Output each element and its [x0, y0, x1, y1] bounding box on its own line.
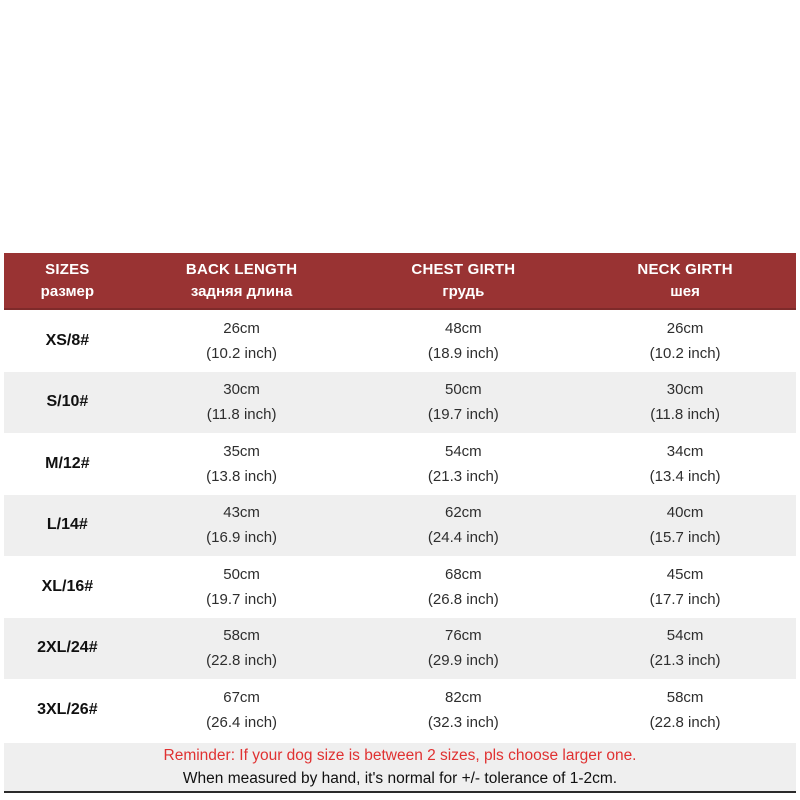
neck-girth-inch: (15.7 inch)	[649, 529, 721, 547]
column-header-sizes-ru: размер	[40, 283, 95, 300]
table-row: M/12# 35cm (13.8 inch) 54cm (21.3 inch) …	[4, 433, 796, 495]
cell-back-length: 67cm (26.4 inch)	[131, 685, 353, 735]
cell-size: 2XL/24#	[37, 639, 98, 657]
neck-girth-cm: 26cm	[666, 319, 704, 337]
chest-girth-cm: 54cm	[445, 442, 482, 460]
neck-girth-cm: 58cm	[666, 688, 704, 706]
cell-neck-girth: 58cm (22.8 inch)	[574, 685, 796, 735]
table-row: XS/8# 26cm (10.2 inch) 48cm (18.9 inch) …	[4, 310, 796, 372]
cell-chest-girth: 76cm (29.9 inch)	[352, 623, 574, 673]
chest-girth-cm: 50cm	[445, 381, 482, 399]
back-length-cm: 43cm	[223, 504, 260, 522]
cell-neck-girth: 30cm (11.8 inch)	[574, 377, 796, 427]
table-row: 3XL/26# 67cm (26.4 inch) 82cm (32.3 inch…	[4, 679, 796, 741]
chest-girth-inch: (32.3 inch)	[427, 713, 499, 731]
cell-back-length: 30cm (11.8 inch)	[131, 377, 353, 427]
column-header-neck-girth-ru: шея	[670, 283, 700, 300]
cell-size: M/12#	[45, 454, 90, 472]
cell-back-length: 35cm (13.8 inch)	[131, 439, 353, 489]
back-length-cm: 67cm	[223, 688, 260, 706]
cell-chest-girth: 48cm (18.9 inch)	[352, 316, 574, 366]
cell-back-length: 26cm (10.2 inch)	[131, 316, 353, 366]
chest-girth-inch: (24.4 inch)	[427, 529, 499, 547]
back-length-inch: (11.8 inch)	[206, 406, 277, 424]
back-length-inch: (13.8 inch)	[206, 467, 278, 485]
table-row: S/10# 30cm (11.8 inch) 50cm (19.7 inch) …	[4, 371, 796, 433]
column-header-sizes-en: SIZES	[45, 261, 90, 278]
column-header-back-length: BACK LENGTH задняя длина	[131, 258, 353, 303]
cell-back-length: 43cm (16.9 inch)	[131, 500, 353, 550]
cell-neck-girth: 54cm (21.3 inch)	[574, 623, 796, 673]
neck-girth-inch: (22.8 inch)	[649, 713, 721, 731]
back-length-inch: (10.2 inch)	[206, 344, 278, 362]
column-header-sizes: SIZES размер	[4, 258, 131, 303]
back-length-cm: 50cm	[223, 565, 260, 583]
column-header-back-length-ru: задняя длина	[190, 283, 293, 300]
back-length-inch: (19.7 inch)	[206, 590, 278, 608]
neck-girth-cm: 54cm	[666, 627, 704, 645]
neck-girth-inch: (10.2 inch)	[649, 344, 721, 362]
cell-chest-girth: 54cm (21.3 inch)	[352, 439, 574, 489]
cell-size: XL/16#	[41, 577, 94, 595]
chest-girth-cm: 48cm	[445, 319, 482, 337]
neck-girth-cm: 45cm	[666, 565, 704, 583]
column-header-back-length-en: BACK LENGTH	[185, 261, 298, 278]
table-row: L/14# 43cm (16.9 inch) 62cm (24.4 inch) …	[4, 494, 796, 556]
back-length-cm: 30cm	[223, 381, 260, 399]
column-header-neck-girth-en: NECK GIRTH	[637, 261, 733, 278]
cell-size: L/14#	[46, 516, 88, 534]
chest-girth-inch: (18.9 inch)	[427, 344, 499, 362]
back-length-inch: (16.9 inch)	[206, 529, 278, 547]
cell-neck-girth: 26cm (10.2 inch)	[574, 316, 796, 366]
table-footer-note: Reminder: If your dog size is between 2 …	[4, 742, 796, 793]
cell-chest-girth: 62cm (24.4 inch)	[352, 500, 574, 550]
cell-size: S/10#	[46, 393, 89, 411]
chest-girth-inch: (21.3 inch)	[427, 467, 499, 485]
neck-girth-inch: (11.8 inch)	[650, 406, 720, 424]
back-length-inch: (22.8 inch)	[206, 652, 278, 670]
neck-girth-inch: (17.7 inch)	[649, 590, 721, 608]
column-header-chest-girth: CHEST GIRTH грудь	[352, 258, 574, 303]
back-length-cm: 58cm	[223, 627, 260, 645]
column-header-chest-girth-en: CHEST GIRTH	[411, 261, 516, 278]
back-length-cm: 26cm	[223, 319, 260, 337]
chest-girth-inch: (29.9 inch)	[427, 652, 499, 670]
chest-girth-cm: 76cm	[445, 627, 482, 645]
tolerance-text: When measured by hand, it's normal for +…	[182, 769, 618, 787]
cell-chest-girth: 82cm (32.3 inch)	[352, 685, 574, 735]
cell-neck-girth: 45cm (17.7 inch)	[574, 562, 796, 612]
cell-chest-girth: 50cm (19.7 inch)	[352, 377, 574, 427]
neck-girth-inch: (21.3 inch)	[649, 652, 721, 670]
table-row: XL/16# 50cm (19.7 inch) 68cm (26.8 inch)…	[4, 556, 796, 618]
reminder-text: Reminder: If your dog size is between 2 …	[163, 746, 637, 764]
cell-back-length: 50cm (19.7 inch)	[131, 562, 353, 612]
neck-girth-inch: (13.4 inch)	[649, 467, 721, 485]
cell-size: 3XL/26#	[37, 700, 98, 718]
table-row: 2XL/24# 58cm (22.8 inch) 76cm (29.9 inch…	[4, 617, 796, 679]
back-length-inch: (26.4 inch)	[206, 713, 278, 731]
cell-neck-girth: 40cm (15.7 inch)	[574, 500, 796, 550]
cell-chest-girth: 68cm (26.8 inch)	[352, 562, 574, 612]
chest-girth-cm: 68cm	[445, 565, 482, 583]
chest-girth-cm: 82cm	[445, 688, 482, 706]
column-header-neck-girth: NECK GIRTH шея	[574, 258, 796, 303]
cell-neck-girth: 34cm (13.4 inch)	[574, 439, 796, 489]
chest-girth-cm: 62cm	[445, 504, 482, 522]
cell-back-length: 58cm (22.8 inch)	[131, 623, 353, 673]
neck-girth-cm: 40cm	[666, 504, 704, 522]
size-chart-table: SIZES размер BACK LENGTH задняя длина CH…	[4, 253, 796, 793]
cell-size: XS/8#	[45, 331, 90, 349]
chest-girth-inch: (26.8 inch)	[427, 590, 499, 608]
column-header-chest-girth-ru: грудь	[442, 283, 485, 300]
neck-girth-cm: 30cm	[666, 381, 704, 399]
neck-girth-cm: 34cm	[666, 442, 704, 460]
table-header-row: SIZES размер BACK LENGTH задняя длина CH…	[4, 253, 796, 310]
chest-girth-inch: (19.7 inch)	[427, 406, 499, 424]
back-length-cm: 35cm	[223, 442, 260, 460]
